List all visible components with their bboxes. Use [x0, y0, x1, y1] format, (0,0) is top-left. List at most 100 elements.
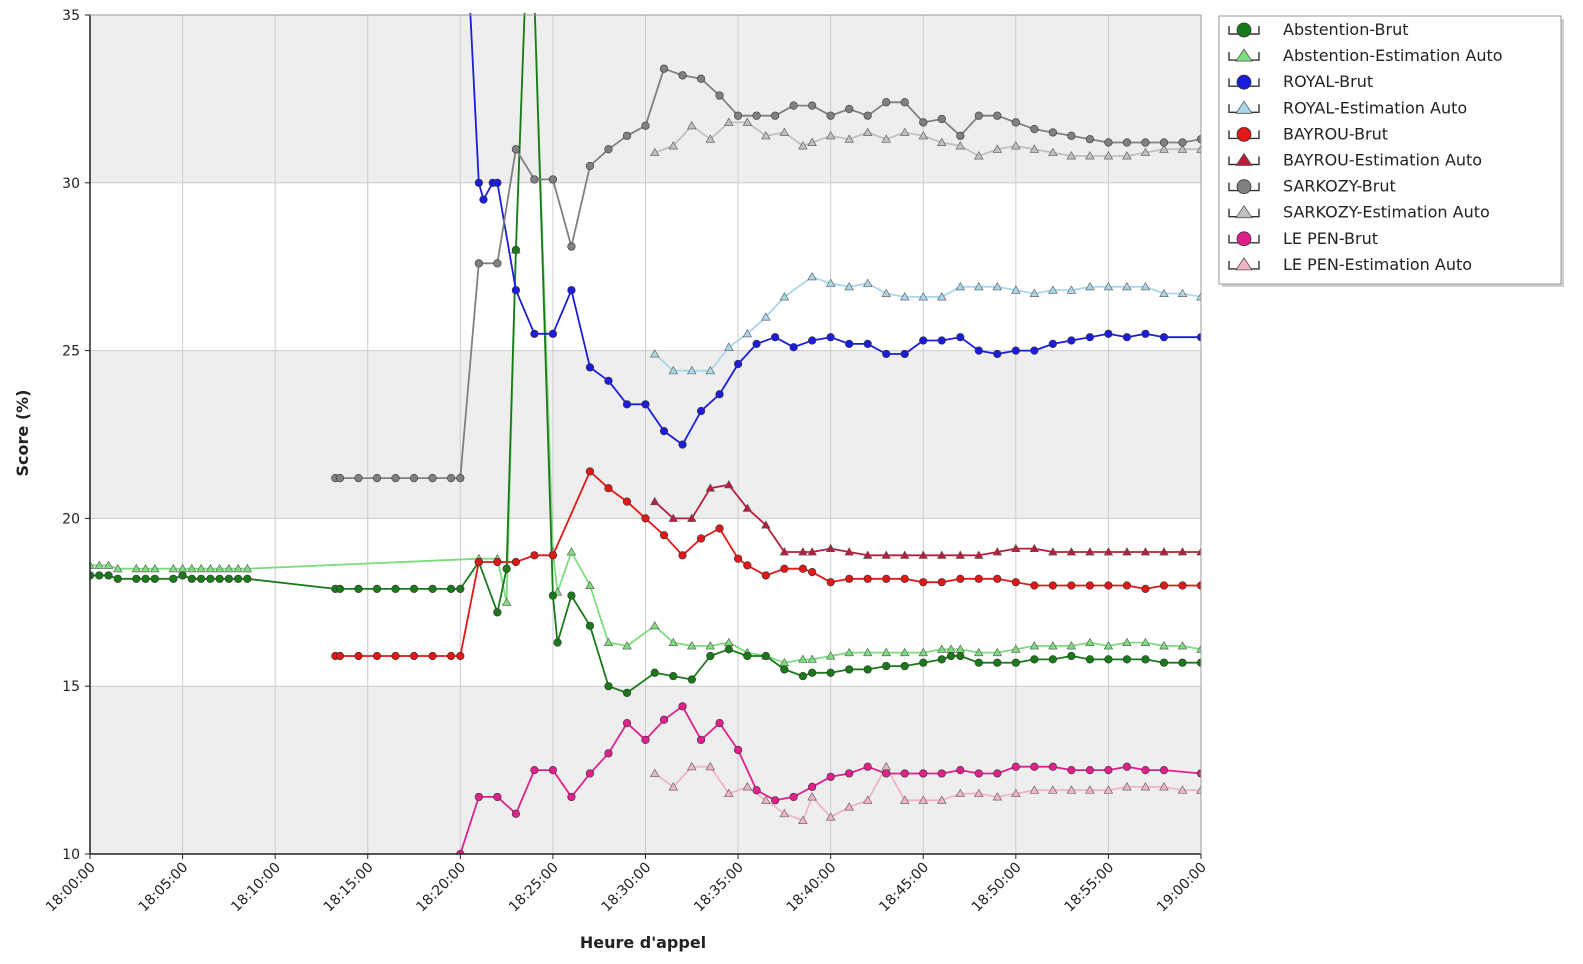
- data-point: [548, 175, 558, 184]
- data-point: [585, 769, 595, 778]
- data-point: [779, 808, 790, 818]
- x-tick-label: 18:10:00: [228, 860, 284, 916]
- data-point: [705, 365, 716, 375]
- data-point: [493, 259, 502, 268]
- data-point: [845, 769, 854, 778]
- data-point: [825, 543, 836, 553]
- data-point: [918, 131, 928, 140]
- data-point: [752, 339, 761, 348]
- data-point: [141, 574, 150, 583]
- data-point: [604, 749, 613, 758]
- data-point: [919, 769, 928, 778]
- data-point: [845, 574, 854, 583]
- data-point: [1122, 547, 1132, 556]
- data-point: [668, 637, 678, 647]
- data-point: [1140, 147, 1151, 157]
- data-point: [955, 788, 966, 798]
- data-point: [1122, 333, 1132, 342]
- data-point: [862, 127, 873, 136]
- data-point: [974, 151, 984, 160]
- legend-marker: [1236, 74, 1252, 90]
- data-point: [937, 655, 946, 664]
- data-point: [1085, 135, 1094, 144]
- data-point: [1141, 655, 1150, 664]
- data-point: [1177, 288, 1188, 297]
- data-point: [807, 137, 817, 146]
- data-point: [808, 567, 817, 577]
- data-point: [937, 644, 947, 653]
- data-point: [456, 474, 465, 483]
- data-point: [807, 654, 817, 663]
- data-point: [493, 178, 502, 187]
- data-point: [1085, 547, 1095, 556]
- data-point: [622, 497, 632, 506]
- data-point: [234, 574, 243, 583]
- data-point: [761, 312, 771, 321]
- data-point: [511, 809, 520, 818]
- data-point: [622, 400, 632, 409]
- data-point: [761, 651, 770, 661]
- legend-box: [1218, 15, 1562, 285]
- data-point: [1122, 655, 1132, 664]
- data-point: [1159, 333, 1169, 342]
- data-point: [798, 141, 808, 150]
- data-point: [233, 563, 243, 573]
- data-point: [937, 292, 947, 301]
- data-point: [900, 795, 910, 804]
- data-point: [90, 560, 95, 569]
- data-point: [1196, 547, 1201, 556]
- data-point: [1141, 329, 1150, 338]
- data-point: [705, 483, 716, 492]
- data-point: [205, 563, 216, 573]
- data-point: [844, 547, 854, 556]
- data-point: [844, 282, 854, 291]
- data-point: [881, 647, 891, 657]
- data-point: [992, 144, 1003, 153]
- data-point: [742, 782, 753, 791]
- data-point: [974, 788, 984, 798]
- data-point: [974, 282, 984, 291]
- data-point: [1104, 765, 1113, 775]
- data-point: [1122, 637, 1132, 647]
- data-point: [493, 792, 502, 802]
- data-point: [1029, 641, 1040, 650]
- data-point: [1048, 655, 1057, 664]
- data-point: [863, 111, 872, 120]
- data-point: [493, 557, 502, 567]
- data-point: [474, 557, 483, 567]
- data-point: [696, 534, 706, 543]
- data-point: [1011, 644, 1021, 653]
- data-point: [428, 474, 437, 483]
- data-point: [428, 651, 437, 661]
- data-point: [789, 343, 798, 352]
- data-point: [567, 792, 576, 802]
- data-point: [724, 480, 734, 489]
- data-point: [826, 578, 835, 587]
- data-point: [743, 561, 752, 570]
- legend-item: BAYROU-Estimation Auto: [1228, 151, 1482, 170]
- data-point: [798, 672, 807, 681]
- data-point: [881, 134, 891, 143]
- series-abstention-brut: [90, 13, 1201, 698]
- legend-label: ROYAL-Estimation Auto: [1283, 98, 1467, 117]
- data-point: [1048, 581, 1057, 590]
- data-point: [826, 333, 835, 342]
- data-point: [1196, 292, 1201, 301]
- data-point: [1177, 547, 1188, 556]
- data-point: [1048, 547, 1058, 556]
- data-point: [1067, 581, 1076, 590]
- data-point: [1122, 282, 1132, 291]
- legend-marker: [1236, 179, 1252, 195]
- data-point: [1159, 658, 1169, 667]
- data-point: [1140, 282, 1151, 291]
- data-point: [807, 547, 817, 556]
- series-line: [459, 705, 1201, 854]
- data-point: [372, 651, 382, 661]
- legend-item: SARKOZY-Brut: [1228, 177, 1396, 196]
- data-point: [761, 520, 771, 529]
- data-point: [937, 795, 947, 804]
- y-tick-label: 35: [62, 8, 80, 24]
- data-point: [150, 563, 160, 573]
- data-point: [1140, 637, 1151, 647]
- data-point: [956, 574, 965, 583]
